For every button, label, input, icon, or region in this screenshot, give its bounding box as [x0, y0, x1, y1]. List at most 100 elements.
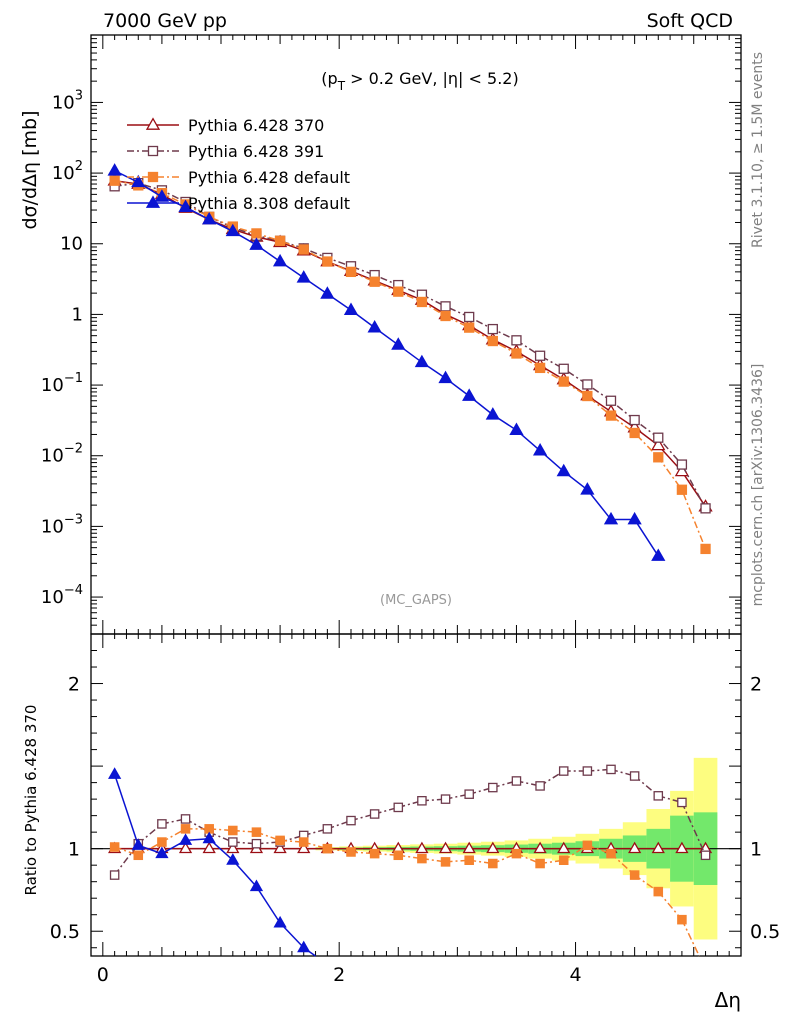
ratio-tick-label-left: 0.5: [50, 921, 80, 943]
ratio-point: [157, 837, 167, 847]
data-point: [534, 362, 546, 374]
y-axis-label-ratio: Ratio to Pythia 6.428 370: [22, 705, 40, 896]
ratio-tick-label-left: 2: [68, 674, 80, 696]
ratio-point: [178, 833, 193, 845]
cut-annotation: (pT > 0.2 GeV, |η| < 5.2): [321, 69, 518, 93]
series-p370: [107, 173, 713, 854]
data-point: [320, 286, 335, 299]
data-point: [532, 443, 548, 456]
ratio-point: [297, 841, 311, 854]
ratio-point: [558, 766, 569, 776]
ratio-point: [322, 843, 333, 854]
ratio-point: [464, 789, 474, 799]
ratio-point: [651, 841, 665, 854]
ratio-point: [535, 858, 545, 869]
legend-item-p391: Pythia 6.428 391: [127, 142, 324, 161]
ratio-point: [653, 886, 664, 897]
data-point: [511, 348, 522, 359]
data-point: [653, 432, 664, 443]
ratio-point: [226, 841, 240, 854]
data-point: [511, 335, 522, 346]
ratio-point: [202, 831, 216, 844]
ratio-point: [629, 771, 640, 781]
data-point: [298, 244, 309, 255]
ratio-point: [440, 857, 451, 867]
ratio-point: [393, 850, 404, 861]
legend-item-p370: Pythia 6.428 370: [127, 116, 324, 135]
ratio-point: [251, 827, 262, 837]
ratio-frame: [90, 633, 742, 957]
ratio-point: [369, 848, 380, 859]
ratio-point: [369, 809, 380, 819]
ratio-point: [322, 824, 333, 834]
data-point: [343, 302, 359, 315]
data-point: [202, 211, 217, 225]
y-tick-base: 10: [52, 92, 75, 113]
axis-ticks: [91, 34, 742, 956]
y-tick-label: 10−2: [41, 442, 83, 467]
data-point: [487, 323, 498, 335]
legend-item-p6def: Pythia 6.428 default: [127, 168, 350, 187]
ratio-point: [606, 848, 616, 859]
ratio-tick-label-right: 0.5: [750, 921, 780, 943]
data-point: [485, 407, 500, 420]
ratio-point: [273, 841, 287, 854]
process-label: Soft QCD: [647, 10, 733, 32]
y-tick-base: 10: [60, 234, 83, 255]
ratio-point: [251, 838, 262, 849]
series-p6def: [109, 175, 711, 957]
ratio-point: [297, 940, 311, 953]
ratio-point: [393, 802, 404, 813]
data-point: [653, 452, 664, 463]
ratio-point: [298, 837, 309, 847]
data-point: [534, 350, 546, 361]
data-point: [251, 228, 262, 239]
data-point: [367, 320, 382, 333]
series-line-ratio: [255, 886, 281, 924]
series-p8: [107, 163, 666, 957]
series-line-main: [114, 179, 707, 508]
legend: Pythia 6.428 370 Pythia 6.428 391 Pythia 6…: [127, 116, 350, 213]
legend-marker: [145, 195, 161, 208]
data-point: [416, 296, 428, 308]
ratio-point: [273, 915, 287, 928]
ratio-point: [109, 870, 120, 880]
analysis-label: (MC_GAPS): [380, 593, 452, 608]
data-point: [603, 511, 619, 525]
ratio-point: [202, 841, 216, 854]
data-point: [651, 437, 666, 451]
ratio-tick-label-left: 1: [68, 839, 80, 861]
data-point: [462, 388, 477, 401]
data-point: [580, 482, 595, 495]
series-line-main: [114, 170, 659, 557]
data-point: [322, 256, 333, 267]
ratio-point: [346, 847, 356, 857]
data-point: [109, 175, 120, 186]
data-point: [556, 463, 571, 477]
y-tick-base: 10: [52, 163, 75, 184]
data-point: [582, 379, 593, 390]
ratio-point: [155, 846, 169, 859]
data-point: [509, 422, 524, 436]
y-tick-exponent: −1: [64, 371, 83, 386]
data-point: [464, 311, 475, 323]
ratio-point: [675, 841, 689, 854]
data-point: [676, 484, 688, 495]
ratio-point: [488, 782, 498, 793]
ratio-point: [464, 855, 474, 866]
plot-frames: [90, 34, 742, 957]
ratio-point: [511, 848, 522, 859]
ratio-point: [606, 764, 616, 775]
data-point: [627, 511, 642, 525]
data-point: [700, 543, 711, 555]
ratio-point: [440, 794, 451, 804]
data-point: [154, 189, 170, 202]
legend-label: Pythia 6.428 default: [188, 168, 350, 187]
ratio-point: [108, 767, 122, 779]
y-tick-base: 10: [41, 516, 64, 537]
data-point: [272, 253, 288, 267]
ratio-point: [346, 815, 356, 826]
ratio-point: [533, 841, 547, 854]
data-point: [345, 266, 357, 278]
